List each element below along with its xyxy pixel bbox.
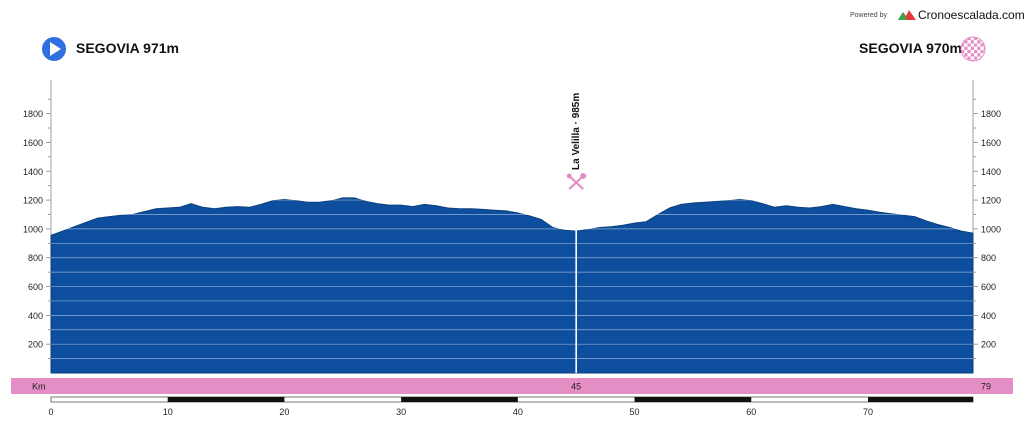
- y-tick-label-left: 800: [28, 253, 43, 263]
- y-tick-label-left: 200: [28, 340, 43, 350]
- x-tick-label: 60: [746, 407, 756, 417]
- elevation-area: [50, 197, 974, 374]
- powered-by-label: Powered by: [850, 12, 887, 19]
- y-tick-label-left: 600: [28, 282, 43, 292]
- scale-segment: [401, 397, 518, 402]
- x-tick-label: 40: [513, 407, 523, 417]
- brand-name: Cronoescalada.com: [918, 8, 1024, 22]
- y-tick-label-left: 1000: [23, 224, 43, 234]
- finish-label: SEGOVIA 970m: [859, 40, 962, 56]
- x-tick-label: 20: [279, 407, 289, 417]
- y-tick-label-right: 800: [981, 253, 996, 263]
- scale-segment: [867, 397, 973, 402]
- y-tick-label-right: 1800: [981, 109, 1001, 119]
- scale-segment: [634, 397, 752, 402]
- scale-segment: [167, 397, 285, 402]
- mountain-logo-icon: [898, 10, 916, 20]
- y-tick-label-right: 200: [981, 340, 996, 350]
- y-tick-label-left: 400: [28, 311, 43, 321]
- y-tick-label-right: 1000: [981, 224, 1001, 234]
- start-label: SEGOVIA 971m: [76, 40, 179, 56]
- x-tick-label: 50: [630, 407, 640, 417]
- annotation-label: La Velilla · 985m: [571, 93, 582, 170]
- y-tick-label-right: 1600: [981, 138, 1001, 148]
- y-tick-label-right: 1400: [981, 167, 1001, 177]
- y-tick-label-right: 400: [981, 311, 996, 321]
- km-bar-label: Km: [32, 382, 46, 392]
- km-marker-label: 79: [981, 382, 991, 392]
- brand[interactable]: Cronoescalada.com: [898, 8, 1024, 22]
- y-tick-label-left: 1600: [23, 138, 43, 148]
- x-tick-label: 10: [163, 407, 173, 417]
- x-tick-label: 30: [396, 407, 406, 417]
- y-tick-label-left: 1800: [23, 109, 43, 119]
- y-tick-label-right: 1200: [981, 196, 1001, 206]
- fork-spoon-icon: [566, 173, 587, 190]
- y-tick-label-left: 1200: [23, 196, 43, 206]
- play-arrow-icon: [42, 37, 66, 61]
- km-marker-label: 45: [571, 382, 581, 392]
- checkered-flag-icon: [960, 36, 986, 62]
- y-tick-label-left: 1400: [23, 167, 43, 177]
- km-bar: [11, 378, 1013, 394]
- y-tick-label-right: 600: [981, 282, 996, 292]
- x-tick-label: 70: [863, 407, 873, 417]
- x-tick-label: 0: [48, 407, 53, 417]
